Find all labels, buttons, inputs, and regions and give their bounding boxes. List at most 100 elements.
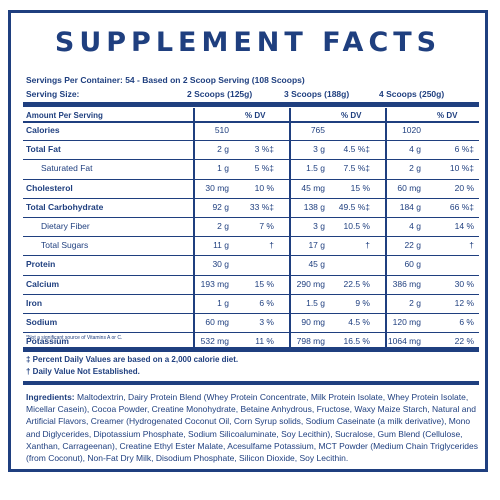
nutrient-amount: 386 mg [392, 278, 421, 289]
nutrient-dv: 4.5 %‡ [343, 144, 370, 155]
nutrient-dv: 16.5 % [343, 336, 370, 347]
nutrient-dv: 4.5 % [348, 317, 370, 327]
nutrient-dv: 49.5 %‡ [338, 201, 370, 212]
nutrient-row: Cholesterol 30 mg 10 % 45 mg 15 % 60 mg 20 % [23, 180, 479, 199]
row-divider [23, 312, 479, 314]
nutrient-amount: 290 mg [296, 278, 325, 289]
nutrient-dv: 5 %‡ [254, 163, 274, 174]
nutrient-amount: 798 mg [296, 336, 325, 347]
ingredients-text: Maltodextrin, Dairy Protein Blend (Whey … [26, 392, 478, 464]
nutrient-amount: 4 g [409, 144, 421, 155]
nutrient-label: Total Carbohydrate [26, 201, 104, 212]
nutrient-row: Total Fat 2 g 3 %‡ 3 g 4.5 %‡ 4 g 6 %‡ [23, 141, 479, 161]
nutrient-label: Total Fat [26, 144, 61, 155]
nutrient-amount: 1064 mg [387, 336, 421, 347]
serving-size-label: Serving Size: [26, 89, 80, 99]
nutrient-row: Saturated Fat 1 g 5 %‡ 1.5 g 7.5 %‡ 2 g 10 %‡ [23, 160, 479, 180]
nutrient-amount: 1.5 g [306, 163, 325, 174]
ingredients-rule [23, 381, 479, 385]
nutrient-amount: 11 g [213, 240, 229, 251]
amount-per-serving-header: Amount Per Serving [26, 111, 103, 120]
nutrient-dv: 3 % [259, 317, 274, 327]
row-divider [23, 293, 479, 295]
nutrient-dv: 3 %‡ [254, 144, 274, 155]
column-divider [289, 108, 291, 353]
nutrient-amount: 2 g [409, 297, 421, 308]
nutrient-amount: 3 g [313, 221, 325, 231]
nutrient-row: Protein 30 g 45 g 60 g [23, 256, 479, 276]
nutrient-row: Total Sugars 11 g † 17 g † 22 g † [23, 237, 479, 257]
nutrient-amount: 532 mg [200, 336, 229, 347]
nutrient-dv: 30 % [454, 278, 474, 289]
nutrient-dv: 10 % [254, 182, 274, 193]
nutrient-amount: 92 g [212, 201, 229, 212]
nutrient-label: Saturated Fat [41, 163, 93, 174]
nutrient-dv: 14 % [454, 221, 474, 231]
footnote-dv-not-established: † Daily Value Not Established. [26, 367, 140, 376]
row-divider [23, 178, 479, 180]
dv-header-1: % DV [245, 111, 266, 120]
column-divider [385, 108, 387, 353]
nutrient-amount: 30 mg [205, 182, 229, 193]
nutrient-row: Calcium 193 mg 15 % 290 mg 22.5 % 386 mg 30 % [23, 276, 479, 295]
nutrient-amount: 2 g [217, 221, 229, 231]
row-divider [23, 216, 479, 218]
nutrient-dv: 6 % [459, 317, 474, 327]
row-divider [23, 274, 479, 276]
column-divider [193, 108, 195, 353]
nutrient-amount: 60 mg [397, 182, 421, 193]
nutrient-row: Total Carbohydrate 92 g 33 %‡ 138 g 49.5 %‡ 1… [23, 199, 479, 218]
nutrient-dv: 15 % [350, 182, 370, 193]
panel-title: SUPPLEMENT FACTS [54, 27, 442, 58]
nutrient-row: Potassium 532 mg 11 % 798 mg 16.5 % 1064 mg 22… [23, 333, 479, 353]
dv-header-3: % DV [437, 111, 458, 120]
nutrient-dv: † [365, 240, 370, 251]
nutrient-amount: 60 mg [205, 317, 229, 327]
row-divider [23, 332, 479, 334]
nutrient-amount: 3 g [313, 144, 325, 155]
nutrient-label: Total Sugars [41, 240, 89, 251]
row-divider [23, 140, 479, 142]
nutrient-amount: 138 g [303, 201, 325, 212]
nutrient-dv: 10 %‡ [449, 163, 474, 174]
nutrient-dv: 9 % [355, 297, 370, 308]
nutrient-dv: 33 %‡ [249, 201, 274, 212]
serving-size-4-scoops: 4 Scoops (250g) [379, 89, 445, 99]
nutrient-amount: 120 mg [392, 317, 421, 327]
nutrient-dv: 66 %‡ [449, 201, 474, 212]
nutrient-amount: 60 g [404, 259, 421, 270]
nutrient-row: Iron 1 g 6 % 1.5 g 9 % 2 g 12 % [23, 295, 479, 314]
nutrient-amount: 193 mg [200, 278, 229, 289]
nutrient-dv: 7.5 %‡ [343, 163, 370, 174]
nutrient-amount: 1 g [217, 163, 229, 174]
nutrient-dv: 6 %‡ [454, 144, 474, 155]
supplement-facts-panel: SUPPLEMENT FACTS Servings Per Container:… [8, 10, 488, 472]
ingredients-label: Ingredients: [26, 392, 75, 402]
nutrient-dv: † [269, 240, 274, 251]
row-divider [23, 236, 479, 238]
nutrient-amount: 1020 [402, 125, 421, 135]
nutrient-amount: 765 [310, 125, 325, 135]
nutrient-amount: 510 [214, 125, 229, 135]
serving-size-3-scoops: 3 Scoops (188g) [284, 89, 350, 99]
footnote-percent-dv: ‡ Percent Daily Values are based on a 2,… [26, 355, 239, 364]
nutrient-label: Dietary Fiber [41, 221, 90, 231]
nutrient-amount: 30 g [212, 259, 229, 270]
nutrient-row: Dietary Fiber 2 g 7 % 3 g 10.5 % 4 g 14 % [23, 218, 479, 238]
nutrient-amount: 2 g [217, 144, 229, 155]
row-divider [23, 159, 479, 161]
nutrient-label: Potassium [26, 336, 69, 347]
nutrient-label: Iron [26, 297, 43, 308]
nutrient-dv: 11 % [255, 336, 274, 347]
nutrient-amount: 90 mg [301, 317, 325, 327]
ingredients-block: Ingredients: Maltodextrin, Dairy Protein… [26, 391, 478, 464]
nutrient-row: Calories 510 765 1020 [23, 122, 479, 142]
nutrient-amount: 45 g [308, 259, 325, 270]
nutrient-label: Sodium [26, 317, 58, 327]
nutrient-amount: 22 g [404, 240, 421, 251]
vitamins-note: *Not a significant source of Vitamins A … [26, 335, 123, 341]
nutrient-amount: 45 mg [301, 182, 325, 193]
nutrient-dv: 7 % [259, 221, 274, 231]
nutrient-label: Calories [26, 125, 60, 135]
nutrient-amount: 2 g [409, 163, 421, 174]
